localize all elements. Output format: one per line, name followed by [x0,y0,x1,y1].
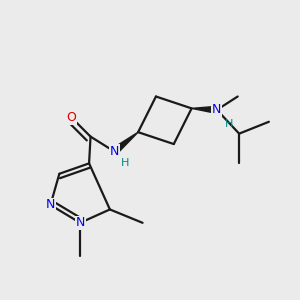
Polygon shape [112,132,138,154]
Text: N: N [76,216,85,229]
Text: H: H [225,118,233,128]
Text: N: N [212,103,222,116]
Text: O: O [66,111,76,124]
Text: N: N [110,145,119,158]
Polygon shape [192,106,217,113]
Text: N: N [46,199,55,212]
Text: H: H [121,158,129,168]
